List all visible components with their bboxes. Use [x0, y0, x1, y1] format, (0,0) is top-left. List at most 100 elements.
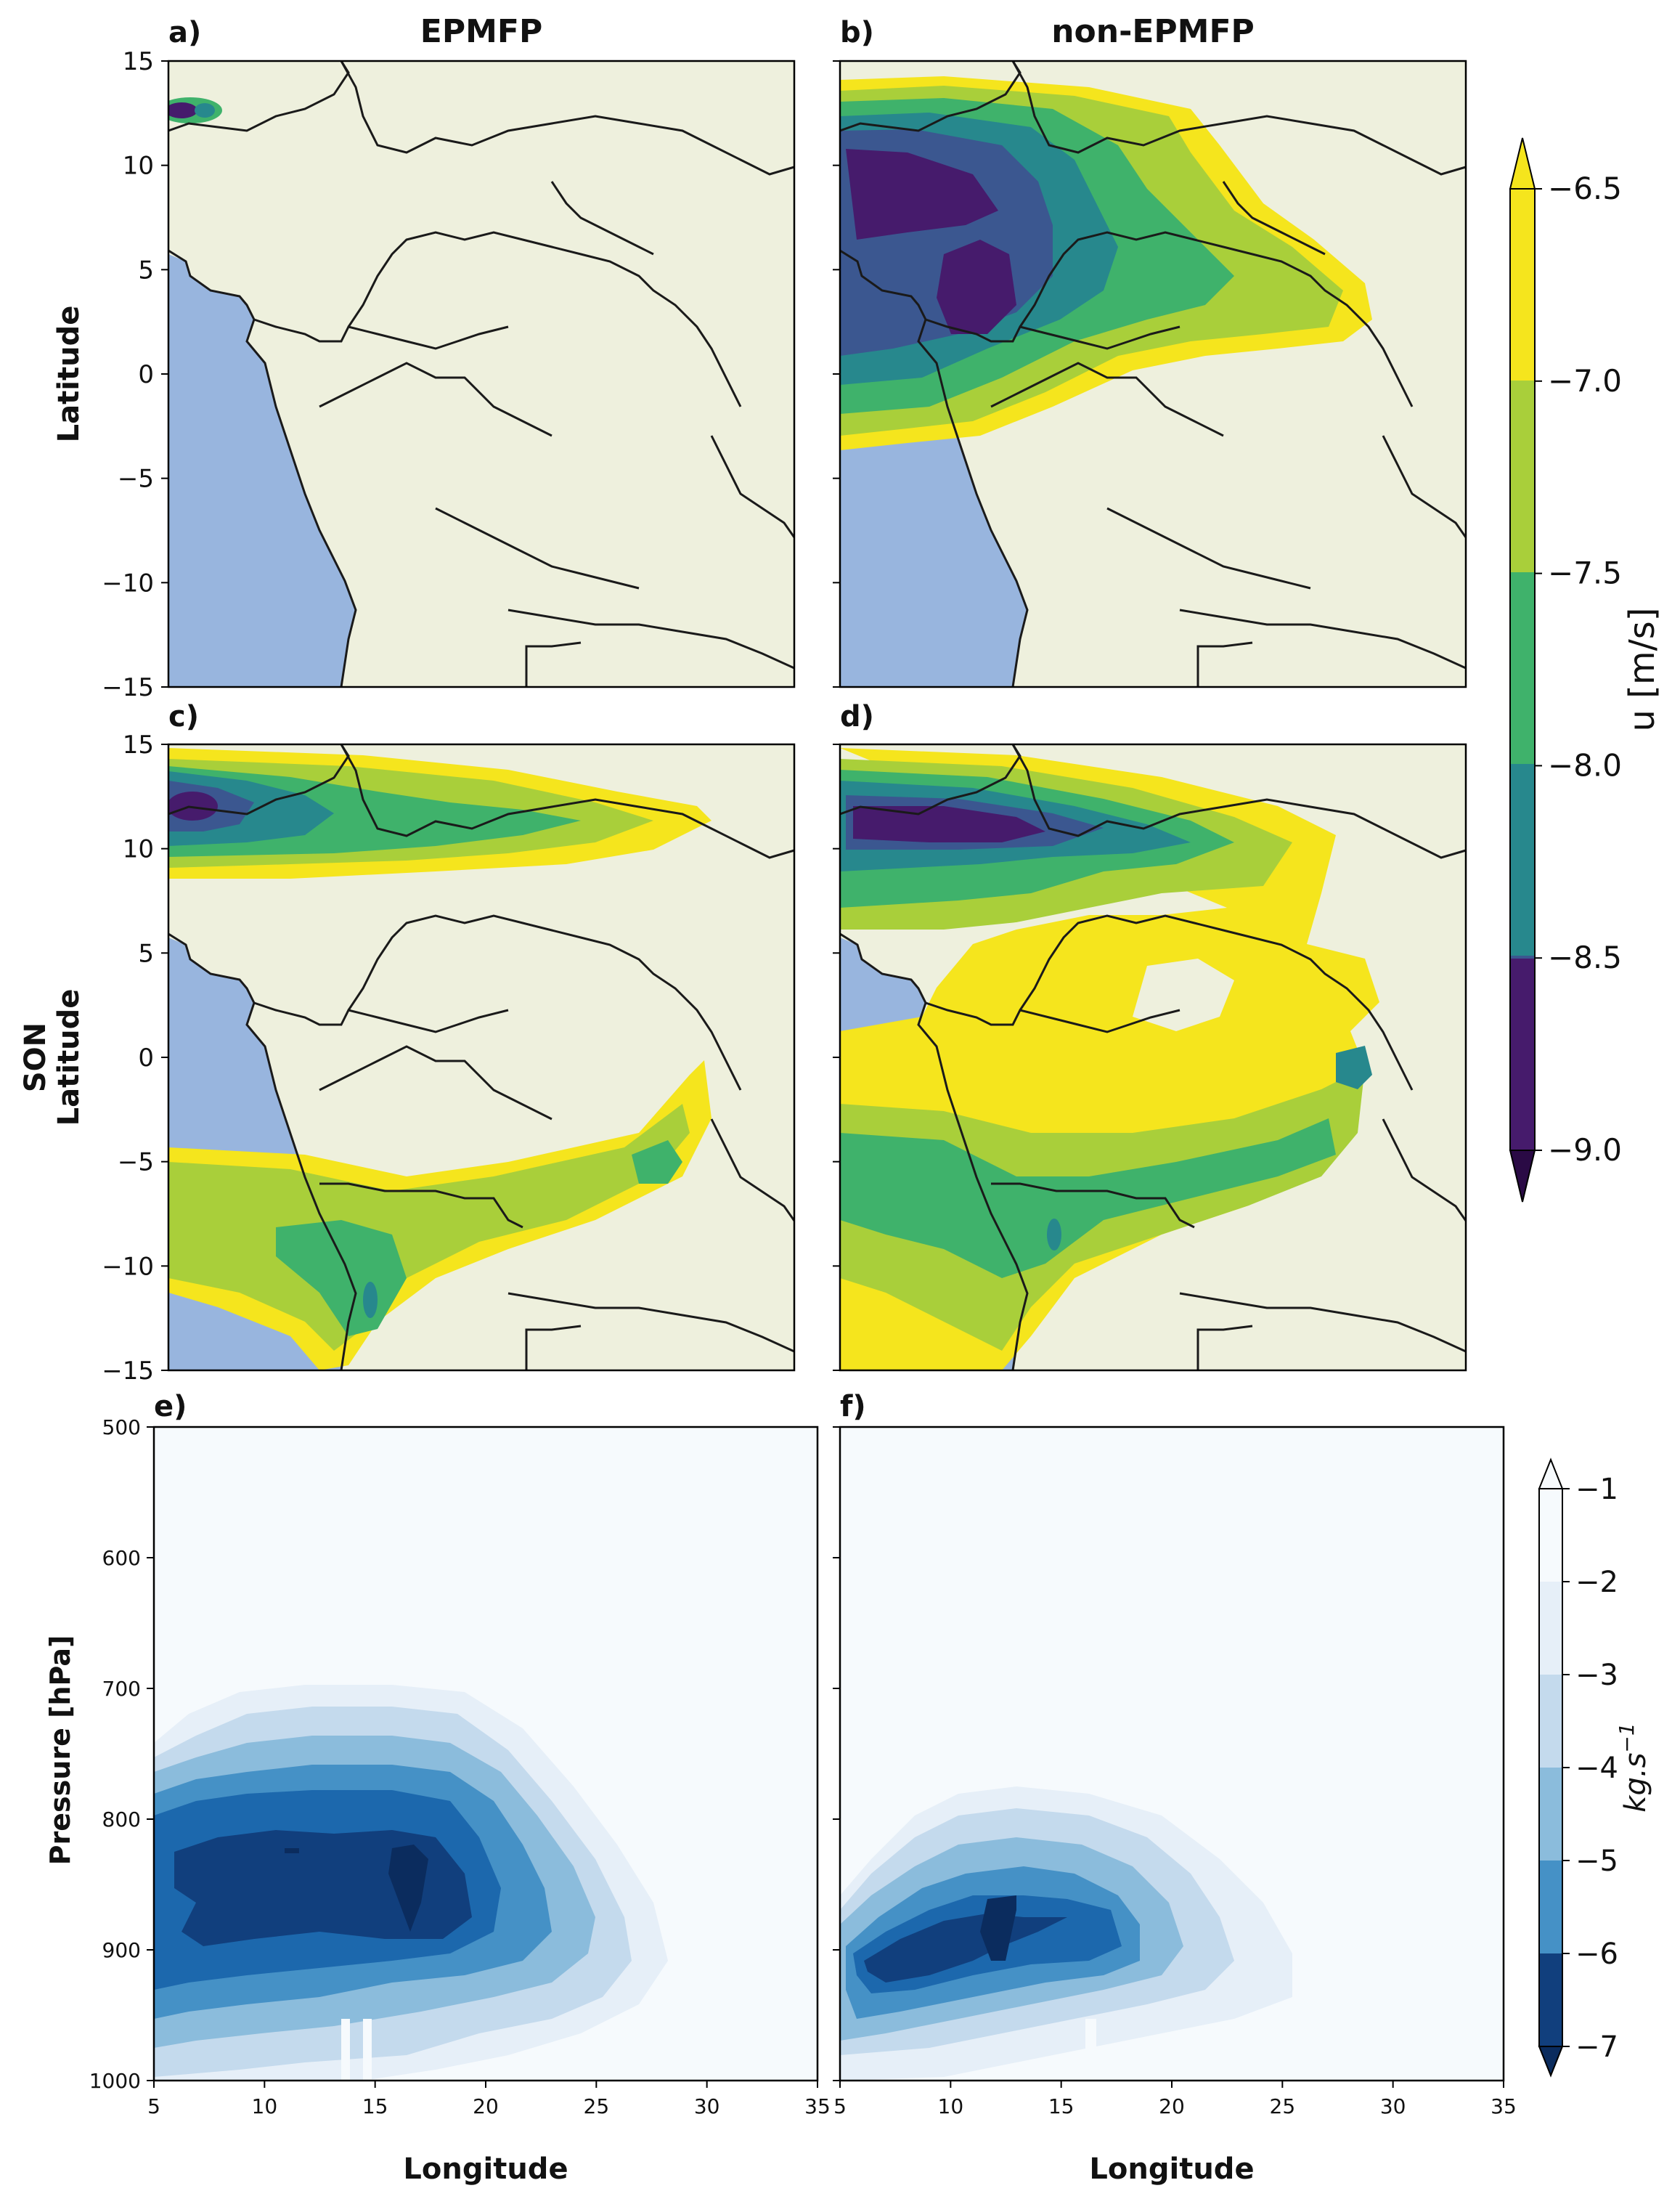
y-tick-label: 5 [138, 256, 154, 285]
y-tick-label: 800 [102, 1808, 141, 1831]
u-contour [840, 1118, 1336, 1278]
y-axis-label: Latitude [52, 306, 86, 443]
colorbar-segment [1510, 764, 1535, 956]
x-tick-label: 10 [252, 2094, 278, 2118]
panel-label: c) [168, 700, 199, 733]
y-tick-label: −10 [102, 569, 154, 598]
y-tick-label: 1000 [89, 2069, 141, 2093]
colorbar-segment [1539, 1582, 1562, 1675]
colorbar-flux-ticks: −1 −2 −3 −4 −5 −6 −7 [1562, 1473, 1618, 2064]
flux-contour [980, 1895, 1016, 1961]
x-tick-label: 20 [473, 2094, 499, 2118]
colorbar-segment [1539, 1861, 1562, 1953]
colorbar-tick-label: −7 [1575, 2030, 1618, 2064]
country-borders [840, 61, 1466, 687]
y-axis-label: Pressure [hPa] [44, 1635, 76, 1866]
u-contour [632, 1140, 682, 1184]
panel-label: f) [840, 1390, 866, 1423]
colorbar-tick-label: −5 [1575, 1845, 1618, 1878]
panel-label: d) [840, 700, 874, 733]
colorbar-flux: −1 −2 −3 −4 −5 −6 −7 kg.s−1 [1538, 1457, 1652, 2078]
y-tick-label: 5 [138, 939, 154, 968]
panel-label: e) [154, 1390, 187, 1423]
y-tick-label: 600 [102, 1546, 141, 1570]
colorbar-segment [1539, 1489, 1562, 1582]
colorbar-segment [1510, 189, 1535, 381]
x-tick-label: 30 [1380, 2094, 1406, 2118]
colorbar-segment [1539, 1953, 1562, 2046]
colorbar-segment [1510, 381, 1535, 572]
colorbar-tick-label: −9.0 [1548, 1132, 1622, 1168]
y-tick-label: −15 [102, 1357, 154, 1386]
colorbar-tick-label: −7.0 [1548, 363, 1622, 399]
colorbar-segment [1539, 1675, 1562, 1768]
flux-contour [341, 2019, 372, 2081]
y-tick-label: 10 [123, 835, 154, 864]
x-tick-label: 35 [804, 2094, 831, 2118]
panel-label: b) [840, 16, 874, 49]
y-tick-label: 15 [123, 731, 154, 760]
colorbar-segment [1539, 1768, 1562, 1861]
u-contour [363, 1282, 378, 1318]
colorbar-frame [1509, 188, 1536, 1151]
colorbar-extension [1509, 1150, 1536, 1203]
u-contour [1336, 1046, 1372, 1089]
y-tick-label: 0 [138, 360, 154, 389]
flux-contour [174, 1830, 472, 1946]
colorbar-segment [1510, 959, 1535, 1150]
x-tick-label: 15 [1048, 2094, 1075, 2118]
colorbar-tick-label: −4 [1575, 1752, 1618, 1785]
y-tick-label: 900 [102, 1938, 141, 1962]
x-tick-label: 35 [1491, 2094, 1517, 2118]
u-contour [846, 149, 998, 240]
colorbar-extension [1538, 2046, 1564, 2078]
x-tick-label: 30 [694, 2094, 720, 2118]
colorbar-tick-label: −3 [1575, 1659, 1618, 1692]
colorbar-tick-label: −2 [1575, 1566, 1618, 1599]
flux-contour [864, 1914, 1067, 1983]
colorbar-tick-label: −1 [1575, 1473, 1618, 1506]
x-tick-label: 25 [1270, 2094, 1296, 2118]
colorbar-tick-label: −7.5 [1548, 556, 1622, 591]
colorbar-label: u [m/s] [1622, 607, 1663, 731]
panel-title: non-EPMFP [1051, 13, 1255, 50]
panel-title: EPMFP [420, 13, 542, 50]
flux-contour [285, 1848, 299, 1853]
flux-contour [388, 1845, 428, 1932]
panel-c-map: c) [167, 700, 796, 1372]
colorbar-label: kg.s−1 [1615, 1723, 1652, 1812]
country-borders [168, 744, 794, 1370]
colorbar-extension [1509, 137, 1536, 190]
u-contour [168, 102, 197, 118]
x-tick-label: 5 [147, 2094, 160, 2118]
y-tick-label: 15 [123, 47, 154, 76]
u-contour [1047, 1219, 1061, 1251]
colorbar-u-ticks: −6.5 −7.0 −7.5 −8.0 −8.5 −9.0 [1535, 171, 1622, 1168]
panel-label: a) [168, 16, 201, 49]
y-tick-label: 700 [102, 1677, 141, 1701]
colorbar-segment [1510, 572, 1535, 764]
x-tick-label: 20 [1159, 2094, 1185, 2118]
panel-a-map: a) EPMFP [167, 13, 796, 688]
u-contour [1133, 959, 1234, 1031]
country-borders [168, 61, 794, 687]
x-axis-label: Longitude [1089, 2152, 1254, 2186]
y-axis-label: SON [19, 1022, 52, 1092]
panel-f-section: f) [839, 1390, 1505, 2082]
x-tick-label: 10 [938, 2094, 964, 2118]
y-tick-label: −10 [102, 1252, 154, 1281]
country-borders [840, 744, 1466, 1370]
u-contour [195, 103, 215, 118]
u-contour [168, 792, 218, 821]
flux-contour [1085, 2019, 1096, 2081]
y-tick-label: 0 [138, 1044, 154, 1073]
colorbar-tick-label: −6 [1575, 1937, 1618, 1971]
y-tick-label: −5 [118, 465, 154, 494]
x-tick-label: 15 [362, 2094, 388, 2118]
x-tick-label: 5 [833, 2094, 847, 2118]
latitude-ticks: 15 10 5 0 −5 −10 −15 15 10 5 0 −5 −10 −15 [102, 47, 840, 1386]
colorbar-tick-label: −8.5 [1548, 940, 1622, 975]
panel-d-map: d) [839, 700, 1467, 1372]
colorbar-tick-label: −6.5 [1548, 171, 1622, 206]
